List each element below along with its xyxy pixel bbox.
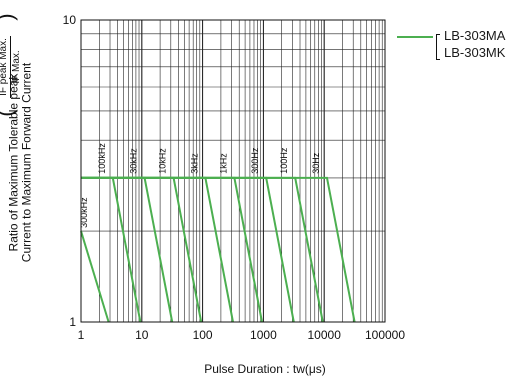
curve-300khz bbox=[80, 230, 110, 323]
curve-label-30hz: 30Hz bbox=[311, 152, 321, 174]
plot-frame bbox=[80, 19, 386, 323]
grid bbox=[80, 19, 386, 323]
y-axis-fraction: IF peak Max. IF Max. bbox=[0, 8, 22, 130]
legend: LB-303MA LB-303MK bbox=[397, 28, 527, 64]
legend-item-1: LB-303MA bbox=[444, 28, 506, 43]
x-tick-label: 100000 bbox=[365, 328, 405, 342]
x-tick-label: 10 bbox=[135, 328, 149, 342]
curve-3khz bbox=[81, 176, 234, 323]
x-tick-label: 100 bbox=[193, 328, 213, 342]
legend-bracket bbox=[436, 34, 440, 60]
fraction-numerator: IF peak Max. bbox=[0, 36, 11, 98]
tick-labels: 1 10 100 1000 10000 100000 1 10 bbox=[63, 13, 406, 342]
x-tick-label: 10000 bbox=[308, 328, 342, 342]
y-tick-label: 10 bbox=[63, 13, 77, 27]
curve-label-1khz: 1kHz bbox=[218, 153, 228, 174]
curve-1khz bbox=[81, 176, 263, 323]
curve-labels: 300kHz 100kHz 30kHz 10kHz 3kHz 1kHz 300Hz 100Hz… bbox=[79, 143, 321, 228]
y-tick-label: 1 bbox=[69, 315, 76, 329]
curve-30hz bbox=[81, 176, 356, 323]
x-tick-label: 1 bbox=[78, 328, 85, 342]
curve-label-30khz: 30kHz bbox=[129, 148, 139, 174]
curve-label-3khz: 3kHz bbox=[189, 153, 199, 174]
x-tick-label: 1000 bbox=[250, 328, 277, 342]
curve-label-300khz: 300kHz bbox=[79, 197, 89, 228]
legend-item-2: LB-303MK bbox=[444, 45, 506, 60]
legend-swatch bbox=[397, 36, 433, 38]
curve-label-100hz: 100Hz bbox=[279, 147, 289, 174]
fraction-denominator: IF Max. bbox=[11, 50, 22, 84]
x-axis-label: Pulse Duration : tw(μs) bbox=[204, 362, 326, 376]
curve-label-300hz: 300Hz bbox=[250, 147, 260, 174]
curves bbox=[80, 176, 356, 323]
curve-label-10khz: 10kHz bbox=[158, 148, 168, 174]
curve-100khz bbox=[81, 176, 142, 323]
curve-label-100khz: 100kHz bbox=[97, 143, 107, 174]
